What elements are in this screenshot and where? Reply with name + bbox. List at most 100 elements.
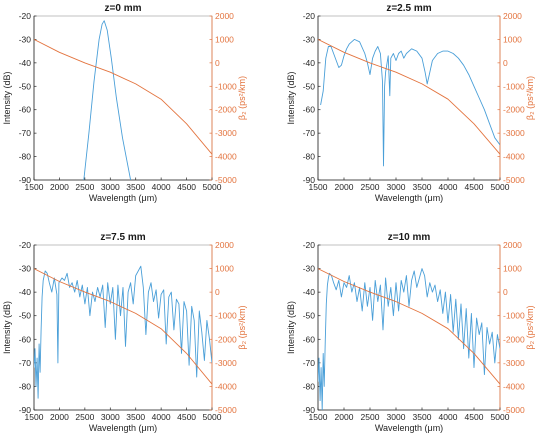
y-left-tick-label: -90: [19, 175, 32, 185]
y-right-tick-label: -4000: [503, 152, 525, 162]
x-tick-label: 2000: [335, 412, 354, 422]
y-right-tick-label: -2000: [503, 105, 525, 115]
y-left-axis-label: Intensity (dB): [2, 71, 12, 124]
chart-panel: 1500 2000 2500 3000 3500 4000 4500 5000 -20 -30 -4…: [286, 232, 535, 433]
y-right-axis-label: β₂ (ps²/km): [237, 76, 247, 120]
y-left-tick-label: -70: [303, 358, 316, 368]
y-right-tick-label: -2000: [215, 334, 237, 344]
chart-title: z=7.5 mm: [100, 232, 145, 243]
y-right-tick-label: 0: [215, 287, 220, 297]
x-tick-label: 2500: [75, 182, 94, 192]
y-left-tick-label: -80: [19, 152, 32, 162]
y-left-tick-label: -60: [303, 105, 316, 115]
y-right-tick-label: -1000: [503, 81, 525, 91]
x-tick-label: 5000: [203, 412, 222, 422]
intensity-series-line: [320, 38, 500, 167]
y-right-tick-label: -1000: [215, 81, 237, 91]
x-tick-label: 5000: [491, 182, 510, 192]
y-left-tick-label: -40: [19, 287, 32, 297]
y-left-tick-label: -50: [19, 311, 32, 321]
x-tick-label: 3000: [101, 412, 120, 422]
y-right-axis-label: β₂ (ps²/km): [237, 305, 247, 349]
y-left-tick-label: -20: [303, 11, 316, 21]
x-tick-label: 3000: [387, 412, 406, 422]
y-left-tick-label: -20: [19, 11, 32, 21]
y-left-axis-label: Intensity (dB): [286, 301, 296, 354]
chart-title: z=2.5 mm: [386, 3, 431, 14]
y-right-tick-label: 1000: [503, 264, 522, 274]
y-right-tick-label: -1000: [503, 311, 525, 321]
y-right-tick-label: -4000: [503, 381, 525, 391]
y-left-tick-label: -80: [303, 152, 316, 162]
y-right-tick-label: 0: [503, 287, 508, 297]
y-right-axis-label: β₂ (ps²/km): [525, 76, 535, 120]
plot-frame: [33, 244, 213, 411]
x-tick-label: 4500: [465, 412, 484, 422]
y-left-tick-label: -60: [303, 334, 316, 344]
y-left-tick-label: -30: [303, 34, 316, 44]
y-left-tick-label: -80: [19, 381, 32, 391]
y-left-tick-label: -90: [19, 405, 32, 415]
y-left-tick-label: -60: [19, 334, 32, 344]
plot-frame: [317, 244, 501, 411]
x-tick-label: 5000: [203, 182, 222, 192]
y-left-tick-label: -90: [303, 175, 316, 185]
x-tick-label: 4000: [439, 182, 458, 192]
beta2-series-line: [318, 38, 500, 155]
x-tick-label: 4000: [152, 412, 171, 422]
y-left-tick-label: -20: [303, 240, 316, 250]
x-tick-label: 4000: [439, 412, 458, 422]
chart-panel: 1500 2000 2500 3000 3500 4000 4500 5000 -20 -30 -4…: [286, 3, 535, 203]
y-right-tick-label: -2000: [215, 105, 237, 115]
y-left-tick-label: -40: [303, 287, 316, 297]
beta2-series-line: [318, 268, 500, 385]
x-tick-label: 4500: [177, 182, 196, 192]
y-left-tick-label: -40: [303, 58, 316, 68]
x-tick-label: 3500: [126, 182, 145, 192]
y-right-tick-label: 2000: [503, 11, 522, 21]
plot-frame: [33, 15, 213, 181]
x-tick-label: 2500: [75, 412, 94, 422]
intensity-series-line: [34, 265, 212, 399]
x-tick-label: 3500: [413, 182, 432, 192]
y-left-tick-label: -40: [19, 58, 32, 68]
y-right-tick-label: -4000: [215, 152, 237, 162]
y-left-tick-label: -20: [19, 240, 32, 250]
y-left-tick-label: -30: [19, 34, 32, 44]
x-tick-label: 3500: [413, 412, 432, 422]
chart-title: z=0 mm: [105, 3, 142, 14]
intensity-series-line: [318, 268, 500, 410]
y-right-tick-label: 0: [215, 58, 220, 68]
x-tick-label: 2500: [361, 182, 380, 192]
y-left-tick-label: -50: [303, 81, 316, 91]
y-left-tick-label: -30: [19, 264, 32, 274]
x-tick-label: 2000: [50, 412, 69, 422]
y-left-tick-label: -50: [19, 81, 32, 91]
y-left-axis-label: Intensity (dB): [286, 71, 296, 124]
y-right-tick-label: -5000: [215, 175, 237, 185]
y-left-tick-label: -50: [303, 311, 316, 321]
y-right-tick-label: -3000: [503, 128, 525, 138]
x-tick-label: 2500: [361, 412, 380, 422]
x-tick-label: 3000: [101, 182, 120, 192]
y-left-tick-label: -70: [19, 128, 32, 138]
x-tick-label: 2000: [335, 182, 354, 192]
x-tick-label: 4000: [152, 182, 171, 192]
y-left-tick-label: -60: [19, 105, 32, 115]
chart-title: z=10 mm: [388, 232, 431, 243]
chart-panel: 1500 2000 2500 3000 3500 4000 4500 5000 -20 -30 -4…: [2, 3, 247, 203]
chart-panel: 1500 2000 2500 3000 3500 4000 4500 5000 -20 -30 -4…: [2, 232, 247, 433]
y-right-tick-label: 2000: [503, 240, 522, 250]
beta2-series-line: [34, 268, 212, 385]
intensity-series-line: [83, 20, 132, 180]
x-tick-label: 1500: [25, 182, 44, 192]
y-right-tick-label: 2000: [215, 240, 234, 250]
x-tick-label: 4500: [465, 182, 484, 192]
y-right-tick-label: -1000: [215, 311, 237, 321]
x-tick-label: 1500: [25, 412, 44, 422]
x-tick-label: 5000: [491, 412, 510, 422]
y-right-tick-label: 0: [503, 58, 508, 68]
y-right-tick-label: -3000: [215, 358, 237, 368]
y-right-tick-label: -5000: [503, 175, 525, 185]
y-left-tick-label: -70: [19, 358, 32, 368]
